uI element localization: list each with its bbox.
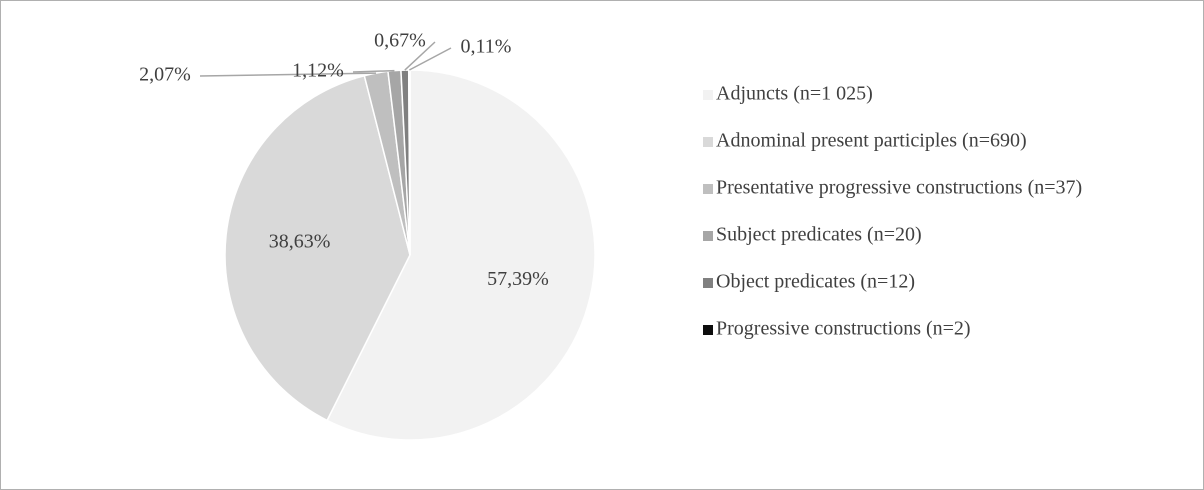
legend-swatch [703,90,713,100]
legend-label: Presentative progressive constructions (… [716,177,1082,199]
leader-line [199,72,377,77]
data-label: 1,12% [292,60,344,82]
data-label: 38,63% [269,231,331,253]
pie-slice [326,69,596,441]
data-label: 0,11% [461,36,512,58]
legend-label: Adnominal present participles (n=690) [716,130,1027,152]
legend-swatch [703,137,713,147]
leader-line [352,69,395,73]
legend-swatch [703,184,713,194]
legend-swatch [703,278,713,288]
legend-label: Progressive constructions (n=2) [716,318,971,340]
pie-slice [224,74,411,422]
legend-swatch [703,231,713,241]
data-label: 2,07% [139,64,191,86]
legend-label: Adjuncts (n=1 025) [716,83,873,105]
leader-line [409,47,452,71]
legend-label: Object predicates (n=12) [716,271,915,293]
data-label: 57,39% [487,268,549,290]
leader-line [404,41,436,71]
data-label: 0,67% [374,30,426,52]
legend-swatch [703,325,713,335]
legend-label: Subject predicates (n=20) [716,224,922,246]
